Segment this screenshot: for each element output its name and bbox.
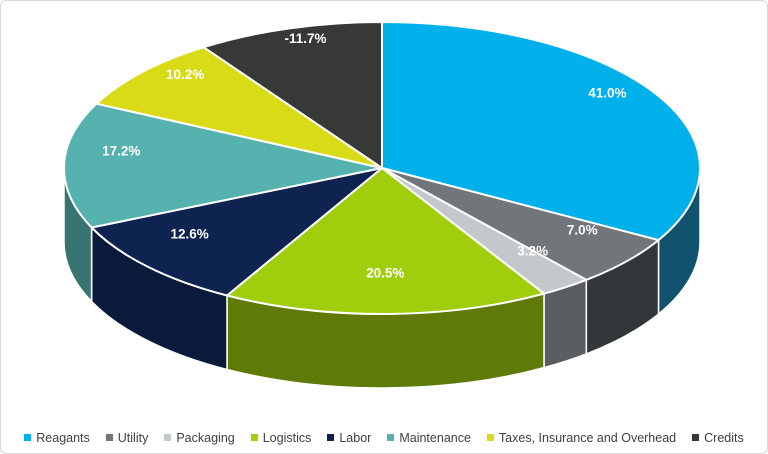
pie-slice-side-packaging (543, 279, 588, 369)
data-label-maintenance: 17.2% (102, 143, 140, 158)
legend-swatch-labor (327, 434, 335, 442)
data-label-taxes-insurance-and-overhead: 10.2% (166, 67, 204, 82)
legend-label: Credits (704, 430, 744, 445)
legend-swatch-utility (105, 434, 113, 442)
legend-swatch-packaging (164, 434, 172, 442)
data-label-logistics: 20.5% (366, 265, 404, 280)
pie-slice-reagants[interactable] (381, 21, 701, 242)
data-label-utility: 7.0% (567, 222, 598, 237)
legend-label: Reagants (36, 430, 90, 445)
pie-slice-credits[interactable] (202, 21, 383, 169)
data-label-reagants: 41.0% (588, 85, 626, 100)
legend-swatch-logistics (250, 434, 258, 442)
pie-slice-logistics[interactable] (226, 167, 545, 315)
legend-label: Maintenance (399, 430, 471, 445)
pie-slice-maintenance[interactable] (63, 102, 383, 229)
legend-item-packaging[interactable]: Packaging (164, 430, 235, 445)
data-label-packaging: 3.2% (517, 243, 548, 258)
legend-item-taxes-insurance-and-overhead[interactable]: Taxes, Insurance and Overhead (486, 430, 677, 445)
legend-swatch-taxes-insurance-and-overhead (486, 434, 494, 442)
pie-slice-taxes-insurance-and-overhead[interactable] (95, 46, 383, 169)
legend-label: Utility (117, 430, 149, 445)
legend-swatch-maintenance (387, 434, 395, 442)
legend-label: Logistics (262, 430, 312, 445)
legend-label: Packaging (176, 430, 235, 445)
legend-label: Taxes, Insurance and Overhead (498, 430, 677, 445)
pie-slice-labor[interactable] (90, 167, 383, 297)
legend-item-labor[interactable]: Labor (327, 430, 372, 445)
legend-swatch-reagants (24, 434, 32, 442)
data-label-labor: 12.6% (170, 226, 208, 241)
legend-item-reagants[interactable]: Reagants (24, 430, 90, 445)
chart-legend: Reagants Utility Packaging Logistics Labor Ma… (1, 430, 767, 445)
legend-item-credits[interactable]: Credits (692, 430, 744, 445)
legend-item-logistics[interactable]: Logistics (250, 430, 312, 445)
legend-item-maintenance[interactable]: Maintenance (387, 430, 471, 445)
legend-label: Labor (339, 430, 372, 445)
legend-swatch-credits (692, 434, 700, 442)
data-label-credits: -11.7% (284, 31, 326, 46)
legend-item-utility[interactable]: Utility (105, 430, 149, 445)
